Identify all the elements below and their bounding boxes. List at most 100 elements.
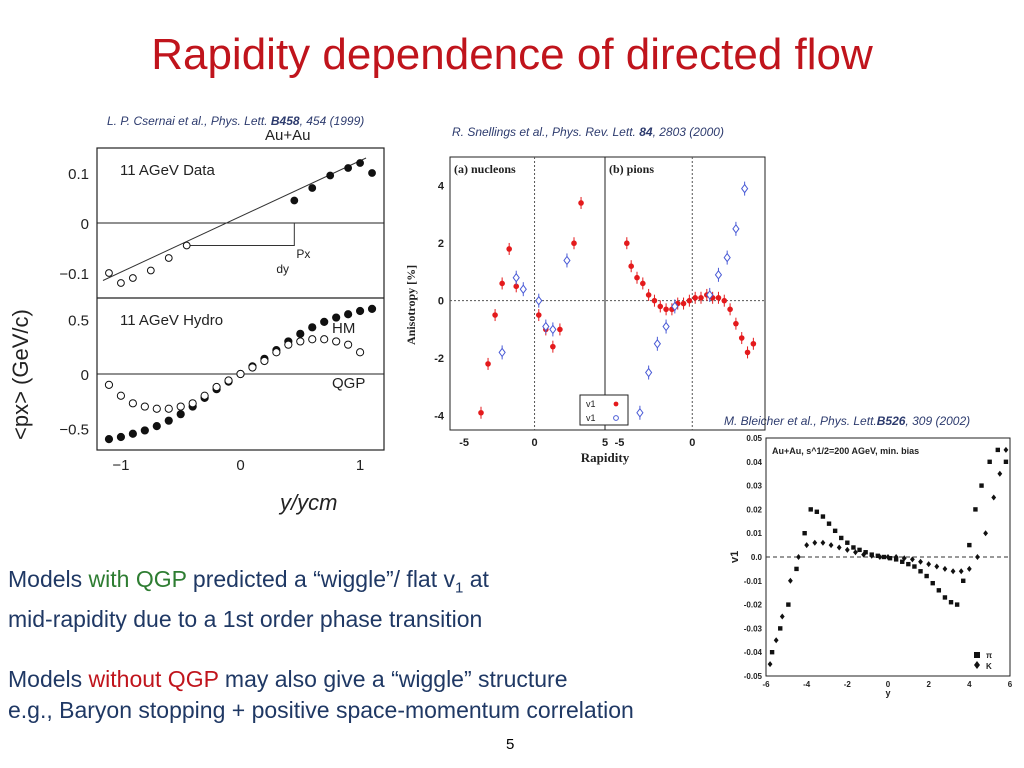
kaon-point xyxy=(796,554,801,560)
p1-highlight-with-qgp: with QGP xyxy=(88,566,187,592)
pion-point xyxy=(845,540,850,545)
nucleon-point xyxy=(485,361,491,367)
pion-point xyxy=(786,602,791,607)
data-point-top xyxy=(164,254,173,262)
paragraph-with-qgp: Models with QGP predicted a “wiggle”/ fl… xyxy=(8,564,489,635)
pion-point xyxy=(714,269,723,280)
ytick-label: 0.04 xyxy=(746,458,762,467)
pion-point xyxy=(900,559,905,564)
qgp-point xyxy=(284,340,293,349)
pion-point xyxy=(808,507,813,512)
pion-point xyxy=(918,569,923,574)
pion-point xyxy=(851,545,856,550)
p1-c: predicted a “wiggle”/ flat v xyxy=(186,566,455,592)
hm-point xyxy=(320,317,329,326)
nucleon-point xyxy=(557,326,563,333)
data-point-top xyxy=(146,266,155,275)
legend-label-kaon: K xyxy=(986,662,992,671)
ref2-volume: 84 xyxy=(639,125,653,139)
panel-title: Au+Au, s^1/2=200 AGeV, min. bias xyxy=(772,446,919,456)
kaon-point xyxy=(918,558,923,565)
ytick-label: 0.01 xyxy=(746,529,762,538)
kaon-point xyxy=(885,554,891,560)
nucleon-point xyxy=(499,280,505,287)
pion-point xyxy=(744,349,751,356)
pion-point xyxy=(973,507,978,512)
pion-point xyxy=(826,521,832,526)
ytick-label: -4 xyxy=(434,411,445,423)
ytick-label: -0.04 xyxy=(744,648,763,657)
pion-point xyxy=(930,580,935,586)
kaon-point xyxy=(861,551,866,558)
data-point-top xyxy=(128,274,137,282)
kaon-point xyxy=(788,577,793,584)
paragraph1-line1: Models with QGP predicted a “wiggle”/ fl… xyxy=(8,564,489,604)
kaon-point xyxy=(836,544,842,551)
xtick-label-a: 5 xyxy=(602,437,608,449)
panel-label-hydro: 11 AGeV Hydro xyxy=(120,312,223,329)
data-point-top xyxy=(290,196,299,205)
legend-marker-kaon xyxy=(974,661,980,669)
ytick-label-bottom: −0.5 xyxy=(59,421,89,438)
pion-point xyxy=(727,306,733,313)
kaon-point xyxy=(942,565,948,572)
qgp-point xyxy=(116,391,126,400)
nucleon-point xyxy=(578,200,584,206)
xtick-label: 6 xyxy=(1008,680,1013,689)
ref3-prefix: M. Bleicher et al., Phys. Lett. xyxy=(724,414,877,428)
ytick-label: 0.03 xyxy=(746,482,762,491)
ytick-label: -0.05 xyxy=(744,672,763,681)
nucleon-point xyxy=(512,272,520,283)
kaon-point xyxy=(853,549,858,556)
reference-bleicher: M. Bleicher et al., Phys. Lett.B526, 309… xyxy=(724,414,970,428)
pion-point xyxy=(942,595,948,600)
pion-point xyxy=(961,578,966,583)
ytick-label: -2 xyxy=(434,353,444,365)
pion-point xyxy=(814,509,820,514)
xtick-label: 4 xyxy=(967,680,972,689)
panel-label-nucleons: (a) nucleons xyxy=(454,162,516,176)
kaon-point xyxy=(820,539,826,546)
pion-point xyxy=(645,292,652,298)
hm-point xyxy=(140,426,149,435)
kaon-point xyxy=(901,555,907,562)
qgp-point xyxy=(320,335,329,344)
xtick-label: -2 xyxy=(844,680,852,689)
pion-point xyxy=(875,553,881,559)
ytick-label: 0 xyxy=(438,296,444,308)
kaon-point xyxy=(966,565,972,572)
hm-point xyxy=(176,410,185,419)
legend-label-1: v1 xyxy=(586,399,596,409)
pion-point xyxy=(645,367,653,378)
ref2-prefix: R. Snellings et al., Phys. Rev. Lett. xyxy=(452,125,640,139)
pion-point xyxy=(732,224,740,234)
xtick-label: −1 xyxy=(112,457,129,474)
pion-point xyxy=(636,407,644,418)
pion-point xyxy=(769,650,775,655)
pion-point xyxy=(634,274,640,281)
pion-point xyxy=(995,447,1000,453)
pion-point xyxy=(839,535,844,541)
pion-point xyxy=(663,306,669,313)
ref1-prefix: L. P. Csernai et al., Phys. Lett. xyxy=(107,114,271,128)
ytick-label-bottom: 0 xyxy=(81,367,89,384)
ref1-volume: B458 xyxy=(270,114,300,128)
ref1-suffix: , 454 (1999) xyxy=(299,114,365,128)
data-point-top xyxy=(356,159,364,167)
pion-point xyxy=(640,280,646,287)
ytick-label: 0.02 xyxy=(746,505,762,514)
data-point-top xyxy=(182,241,191,250)
legend-hm: HM xyxy=(332,320,355,337)
pion-point xyxy=(912,564,917,569)
qgp-point xyxy=(236,369,245,379)
qgp-point xyxy=(224,376,233,385)
xtick-label: 2 xyxy=(926,680,931,689)
slope-label: Px xyxy=(296,247,310,261)
legend-qgp: QGP xyxy=(332,375,365,392)
kaon-point xyxy=(877,554,883,560)
p2-a: Models xyxy=(8,666,89,692)
pion-point xyxy=(733,320,739,327)
kaon-point xyxy=(926,561,932,568)
fit-line xyxy=(102,157,367,281)
ytick-label-top: 0 xyxy=(81,216,89,233)
